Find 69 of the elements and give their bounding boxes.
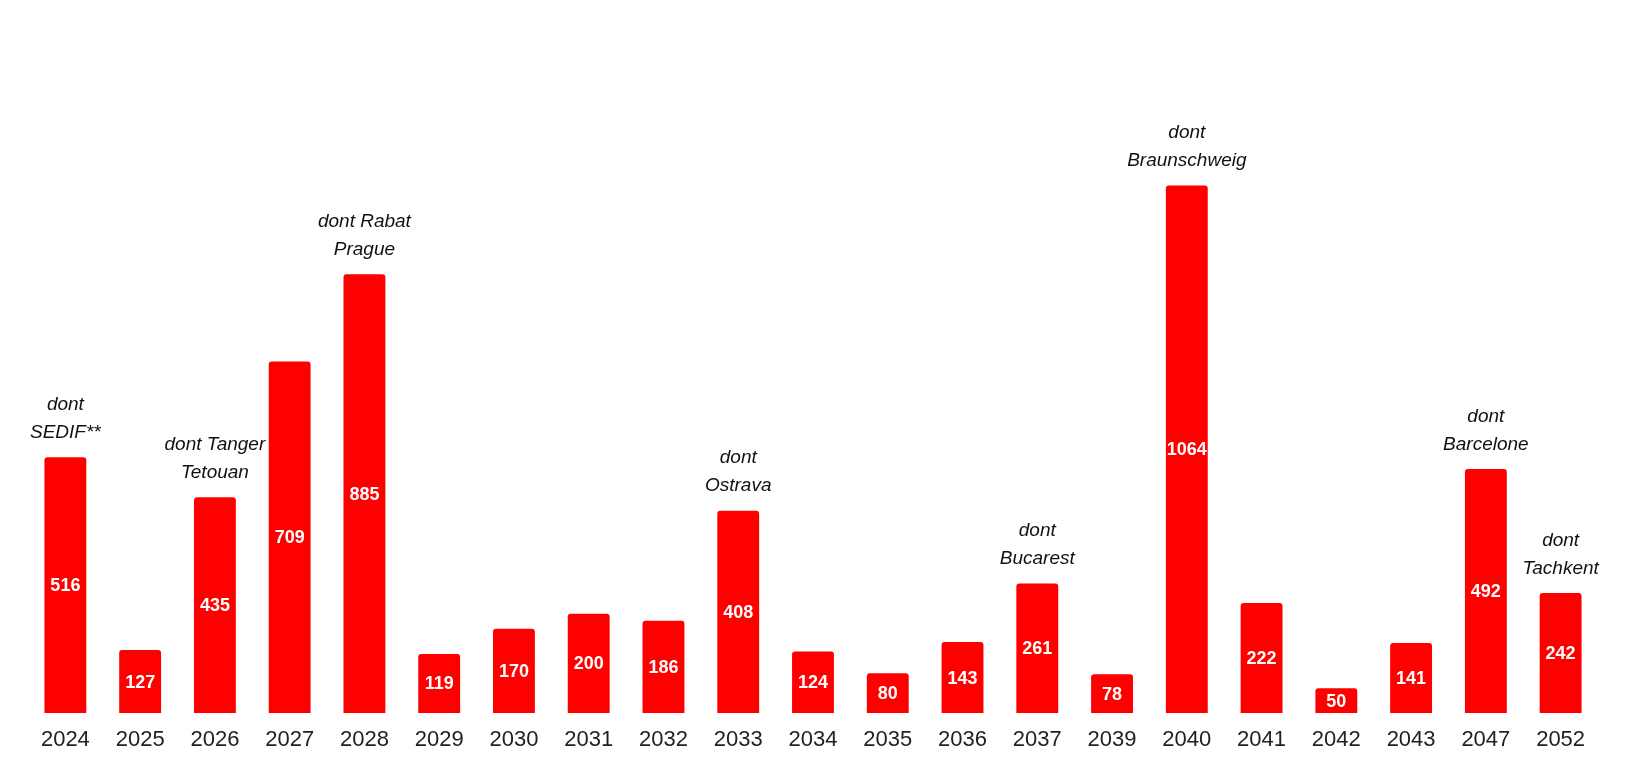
bar [642,620,685,713]
data-label: 170 [498,660,529,681]
data-label: 141 [1396,668,1427,689]
bar [1240,602,1283,713]
x-tick-label: 2030 [489,725,539,751]
annotation: dont Tanger Tetouan [164,432,266,482]
x-tick-label: 2025 [115,725,165,751]
bar [44,457,87,713]
data-label: 408 [723,601,754,622]
data-label: 80 [877,683,898,704]
data-label: 50 [1326,690,1347,711]
data-label: 78 [1102,683,1123,704]
x-tick-label: 2036 [938,725,987,751]
data-label: 885 [349,483,380,504]
x-tick-label: 2052 [1536,725,1586,751]
annotation: dont Braunschweig [1127,120,1247,170]
bar [418,654,461,713]
annotation: dont Tachkent [1522,528,1600,578]
data-label: 242 [1545,643,1576,663]
bar [1016,583,1059,713]
x-tick-label: 2033 [713,725,763,751]
data-label: 1064 [1166,439,1207,460]
annotation: dont SEDIF** [30,392,102,442]
bar [792,651,834,713]
bar [1390,643,1433,713]
data-label: 200 [573,653,604,674]
x-tick-label: 2040 [1162,725,1212,751]
annotation: dont Bucarest [999,519,1076,569]
data-label: 261 [1022,638,1053,659]
data-label: 119 [424,673,454,694]
data-label: 143 [947,667,978,688]
annotation: dont Rabat Prague [317,209,412,259]
x-tick-label: 2042 [1311,725,1361,751]
data-label: 222 [1246,647,1277,668]
x-tick-label: 2029 [414,725,464,751]
data-label: 516 [50,575,81,596]
data-label: 435 [199,595,230,616]
bar [1539,593,1582,713]
x-tick-label: 2024 [40,725,90,751]
x-tick-label: 2026 [190,725,240,751]
x-tick-label: 2041 [1237,725,1287,751]
x-tick-label: 2035 [863,725,913,751]
bar [493,628,535,713]
x-tick-label: 2028 [339,725,389,751]
bar [343,274,386,713]
bar [268,361,311,713]
bar [717,510,760,713]
annotation: dont Barcelone [1443,404,1529,454]
x-tick-label: 2032 [639,725,688,751]
x-tick-label: 2031 [564,725,614,751]
bar [567,613,610,713]
data-label: 124 [797,672,829,693]
bar [1165,185,1208,713]
data-label: 492 [1470,581,1501,602]
bar [119,650,162,713]
x-tick-label: 2037 [1012,725,1062,751]
data-label: 709 [274,527,305,548]
annotation: dont Ostrava [704,446,772,496]
x-tick-label: 2043 [1386,725,1436,751]
data-label: 186 [648,656,679,677]
bar [1091,674,1133,713]
x-tick-label: 2027 [265,725,315,751]
bar [1464,469,1507,713]
x-tick-label: 2034 [788,725,838,751]
x-tick-label: 2047 [1461,725,1511,751]
bar [941,642,984,713]
x-tick-label: 2039 [1087,725,1137,751]
data-label: 127 [125,671,156,692]
bar [193,497,236,713]
